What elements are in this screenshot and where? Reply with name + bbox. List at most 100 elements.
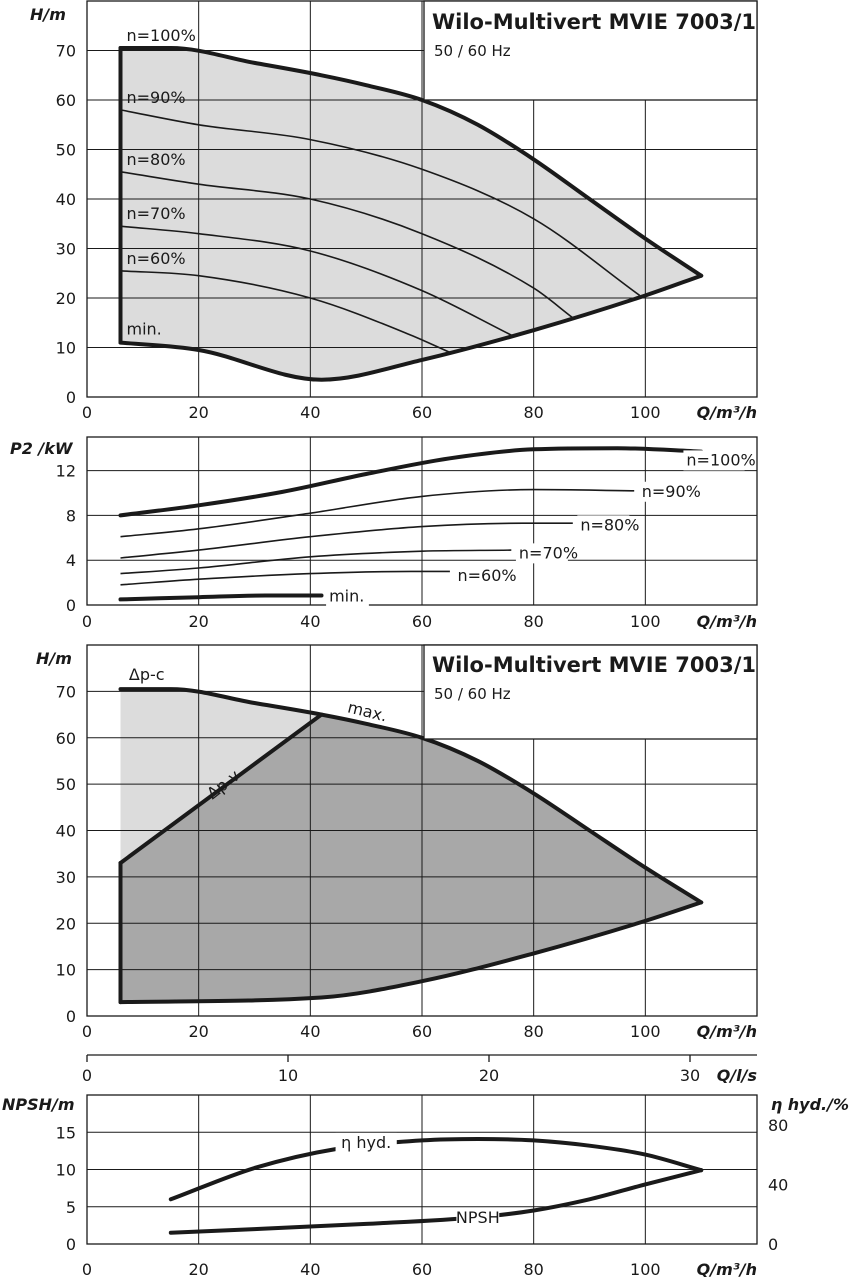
chart1-y-tick-label: 70	[56, 42, 76, 61]
chart2-curve-label-bg	[638, 481, 691, 502]
chart1-operating-area	[120, 48, 702, 380]
chart4-series-line	[168, 1168, 704, 1235]
chart2-frame	[86, 436, 758, 606]
chart1-subtitle: 50 / 60 Hz	[434, 42, 511, 60]
chart3-x-tick-label: 80	[523, 1022, 543, 1041]
chart2-curve-label-bg	[683, 450, 745, 471]
chart3-ylabel: H/m	[36, 649, 72, 668]
chart3-y-tick-label: 60	[56, 729, 76, 748]
chart1-title-box: Wilo-Multivert MVIE 7003/1 50 / 60 Hz	[423, 0, 758, 101]
chart4-y-tick-label: 10	[56, 1161, 76, 1180]
chart1-curve-label: min.	[127, 320, 162, 339]
chart3-x-tick-label: 60	[412, 1022, 432, 1041]
chart2-series-line	[118, 593, 324, 602]
chart2-y-tick-label: 4	[66, 551, 76, 570]
chart4-ylabel: NPSH/m	[2, 1095, 75, 1114]
chart3-title-box: Wilo-Multivert MVIE 7003/1 50 / 60 Hz	[423, 644, 758, 740]
chart1-series-line	[118, 273, 704, 382]
chart3-x-tick-label: 40	[300, 1022, 320, 1041]
chart1-frame	[86, 0, 758, 398]
chart4-xlabel: Q/m³/h	[697, 1260, 757, 1279]
chart2-plot: 0 20 40 60 80 100 0 4 8 12 n=100% n=90%n=80%n=70%n=…	[56, 436, 758, 631]
chart4-curve-label: η hyd.	[341, 1133, 391, 1152]
chart4-x-tick-label: 100	[630, 1260, 661, 1279]
chart1-plot: 0 20 40 60 80 100 0 10 20 30 40 50 60 70 n=100% n=90% n=…	[56, 0, 758, 422]
chart3-secondary-tick-label: 0	[82, 1066, 92, 1085]
chart3-curve-label: Δp-c	[129, 665, 165, 684]
chart2-x-tick-label: 80	[523, 612, 543, 631]
chart1-curve-label: n=90%	[127, 88, 186, 107]
chart1-y-tick-label: 20	[56, 289, 76, 308]
chart4-plot: 0 20 40 60 80 100 0 5 10 15 0 40 80 η hyd. NPSH	[56, 1094, 788, 1279]
chart3-title: Wilo-Multivert MVIE 7003/1	[432, 653, 756, 677]
chart3-y-tick-label: 20	[56, 914, 76, 933]
chart3-x-tick-label: 20	[188, 1022, 208, 1041]
chart4-x-tick-label: 20	[188, 1260, 208, 1279]
chart2-y-tick-label: 0	[66, 596, 76, 615]
chart4-right-y-tick-label: 80	[768, 1116, 788, 1135]
chart3-control-modes: 0 20 40 60 80 100010203040506070Δp-cΔp-vmax. …	[36, 644, 758, 1085]
chart4-x-tick-label: 0	[82, 1260, 92, 1279]
chart4-x-tick-label: 80	[523, 1260, 543, 1279]
chart3-secondary-tick-label: 20	[479, 1066, 499, 1085]
chart1-series-line	[120, 225, 512, 336]
chart4-npsh-efficiency: 0 20 40 60 80 100 0 5 10 15 0 40 80 η hyd. NPSH NPSH/m…	[2, 1094, 849, 1279]
chart1-x-tick-label: 60	[412, 403, 432, 422]
chart2-x-tick-label: 0	[82, 612, 92, 631]
chart2-curve-label: min.	[329, 586, 364, 605]
chart3-subtitle: 50 / 60 Hz	[434, 685, 511, 703]
chart4-x-tick-label: 60	[412, 1260, 432, 1279]
chart4-y2label: η hyd./%	[771, 1095, 849, 1114]
chart4-curve-label: NPSH	[456, 1208, 500, 1227]
chart2-series-line	[120, 570, 450, 586]
chart1-x-tick-label: 40	[300, 403, 320, 422]
chart2-series-line	[118, 446, 704, 518]
chart1-y-tick-label: 30	[56, 240, 76, 259]
chart3-xlabel: Q/m³/h	[697, 1022, 757, 1041]
chart3-dpv-area	[120, 714, 702, 1003]
chart4-x-tick-label: 40	[300, 1260, 320, 1279]
chart3-secondary-xlabel: Q/l/s	[717, 1066, 757, 1085]
chart3-secondary-tick-label: 10	[278, 1066, 298, 1085]
chart4-y-tick-label: 5	[66, 1198, 76, 1217]
chart1-y-tick-label: 0	[66, 388, 76, 407]
chart3-y-tick-label: 70	[56, 682, 76, 701]
chart3-series-line	[118, 900, 704, 1005]
chart2-curve-label: n=80%	[580, 515, 639, 534]
chart2-curve-label-bg	[326, 586, 369, 607]
chart4-y-tick-label: 15	[56, 1123, 76, 1142]
chart1-curve-label: n=80%	[127, 150, 186, 169]
chart2-x-tick-label: 100	[630, 612, 661, 631]
chart3-series-line	[118, 712, 324, 865]
chart1-y-tick-label: 60	[56, 91, 76, 110]
chart2-curve-label-bg	[577, 515, 630, 536]
chart1-title: Wilo-Multivert MVIE 7003/1	[432, 10, 756, 34]
chart3-series-line	[118, 687, 704, 905]
chart2-curve-label: n=100%	[686, 450, 755, 469]
chart1-x-tick-label: 100	[630, 403, 661, 422]
chart4-y-tick-label: 0	[66, 1235, 76, 1254]
chart3-y-tick-label: 10	[56, 961, 76, 980]
chart2-curve-label: n=70%	[519, 543, 578, 562]
chart1-x-tick-label: 0	[82, 403, 92, 422]
chart2-curve-label: n=90%	[642, 482, 701, 501]
chart2-xlabel: Q/m³/h	[697, 612, 757, 631]
chart1-curve-label: n=100%	[127, 26, 196, 45]
chart4-curve-label-bg	[335, 1132, 397, 1153]
chart1-xlabel: Q/m³/h	[697, 403, 757, 422]
chart1-curve-label: n=70%	[127, 204, 186, 223]
chart2-curve-label: n=60%	[458, 566, 517, 585]
chart3-y-tick-label: 50	[56, 775, 76, 794]
chart1-curve-label: n=60%	[127, 249, 186, 268]
chart4-frame	[86, 1094, 758, 1245]
chart1-series-line	[120, 109, 641, 297]
chart2-x-tick-label: 20	[188, 612, 208, 631]
chart3-frame	[86, 644, 758, 1017]
chart1-ylabel: H/m	[30, 5, 66, 24]
chart4-series-line	[168, 1137, 704, 1202]
chart2-power: 0 20 40 60 80 100 0 4 8 12 n=100% n=90%n=80%n=70%n=…	[10, 436, 758, 631]
chart2-series-line	[120, 522, 573, 559]
chart1-series-line	[118, 45, 704, 278]
chart1-x-tick-label: 20	[188, 403, 208, 422]
chart2-x-tick-label: 60	[412, 612, 432, 631]
